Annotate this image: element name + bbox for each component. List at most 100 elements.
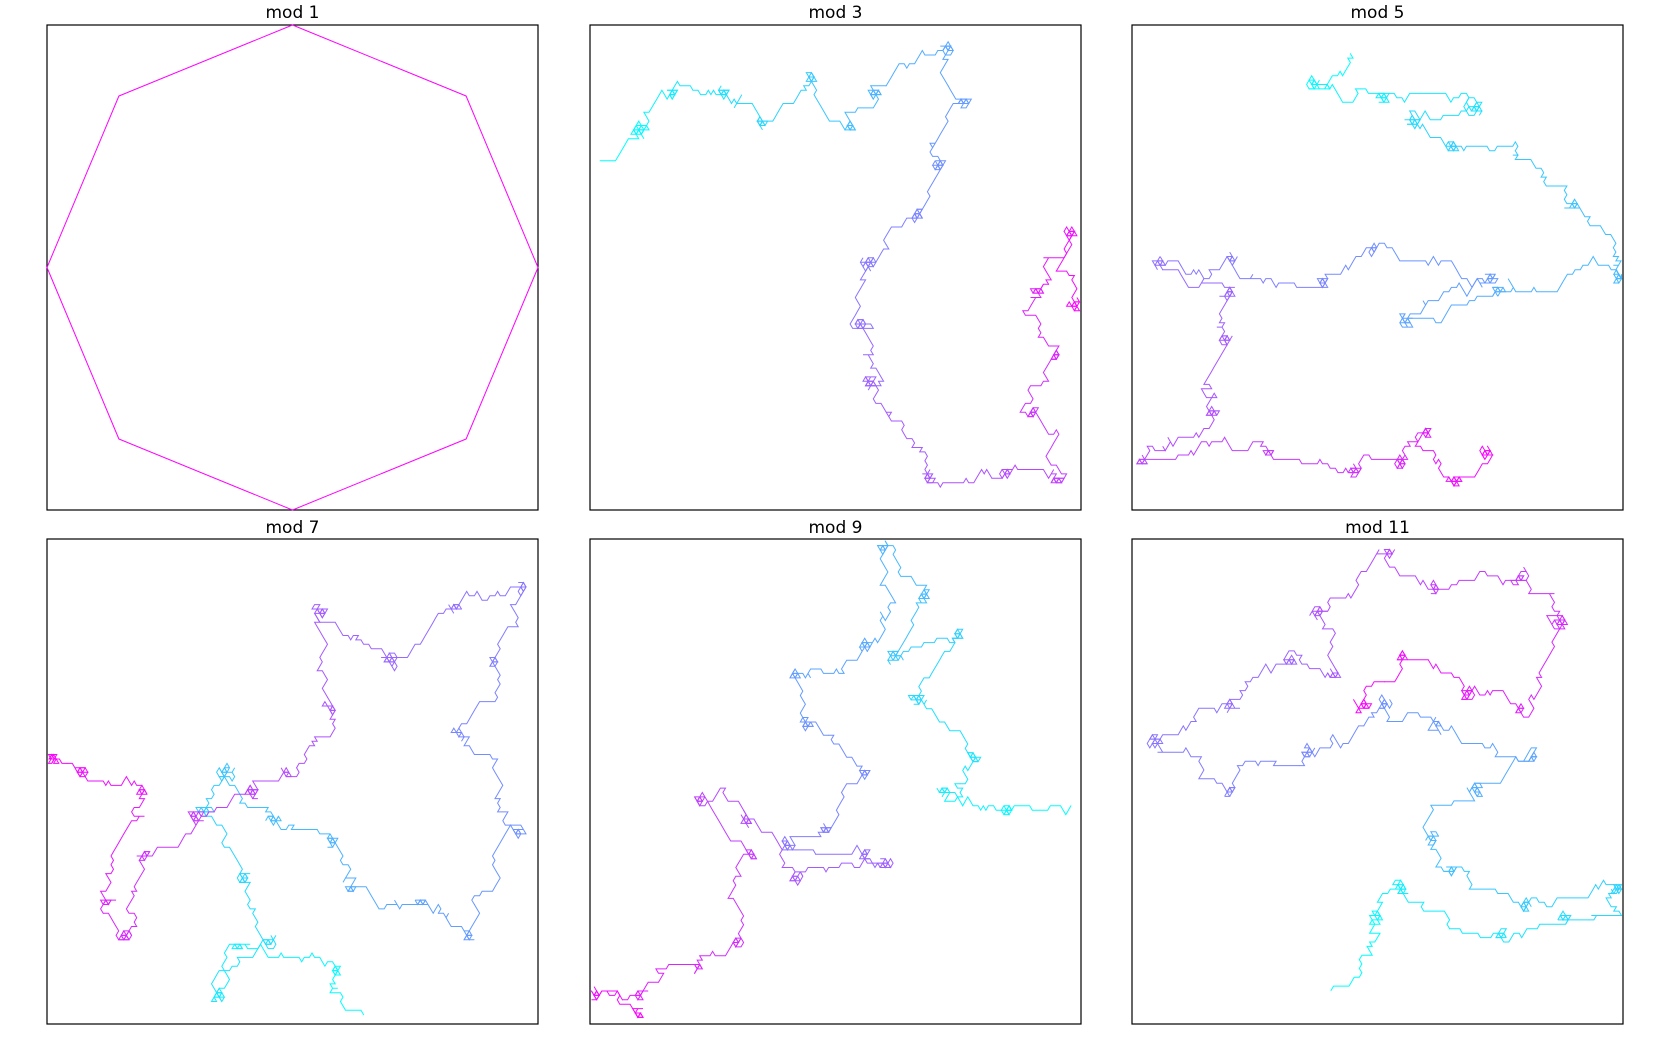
walk-segment xyxy=(1468,782,1484,797)
walk-segment xyxy=(1564,198,1581,209)
panel-mod-1: mod 1 xyxy=(46,3,539,511)
walk-segment xyxy=(1394,427,1430,470)
walk-segment xyxy=(869,85,887,100)
walk-path xyxy=(1136,53,1623,487)
walk-segment xyxy=(292,438,467,511)
panel-title: mod 9 xyxy=(809,518,863,538)
walk-segment xyxy=(858,637,871,652)
walk-segment xyxy=(877,544,889,582)
walk-segment xyxy=(463,904,481,941)
walk-segment xyxy=(415,899,442,915)
walk-segment xyxy=(128,780,148,796)
panel-mod-5: mod 5 xyxy=(1131,3,1624,511)
walk-segment xyxy=(802,721,830,736)
panel-mod-3: mod 3 xyxy=(589,3,1082,511)
walk-segment xyxy=(1282,650,1308,666)
walk-segment xyxy=(825,857,894,873)
walk-path xyxy=(591,540,1072,1019)
walk-path xyxy=(599,40,1081,489)
walk-segment xyxy=(1065,300,1081,312)
walk-segment xyxy=(939,45,955,87)
walk-segment xyxy=(239,943,339,976)
walk-segment xyxy=(632,103,655,136)
walk-segment xyxy=(1450,140,1519,152)
panel-title: mod 11 xyxy=(1345,518,1410,538)
walk-segment xyxy=(591,986,601,1001)
axes-frame xyxy=(589,538,1082,1025)
walk-segment xyxy=(1264,450,1339,474)
walk-segment xyxy=(1520,879,1620,913)
walk-segment xyxy=(1380,703,1442,735)
walk-segment xyxy=(1073,297,1081,307)
walk-segment xyxy=(1180,256,1235,280)
panel-title: mod 7 xyxy=(266,518,320,538)
panel-title: mod 5 xyxy=(1351,3,1405,23)
walk-path xyxy=(46,24,539,511)
walk-segment xyxy=(621,990,644,1001)
walk-segment xyxy=(326,837,352,883)
walk-segment xyxy=(929,98,964,171)
walk-segment xyxy=(198,785,259,817)
panel-title: mod 3 xyxy=(809,3,863,23)
axes-frame xyxy=(46,24,539,511)
walk-segment xyxy=(737,848,758,864)
panel-title: mod 1 xyxy=(266,3,320,23)
walk-segment xyxy=(102,912,133,941)
walk-segment xyxy=(849,256,872,329)
walk-segment xyxy=(781,858,804,887)
walk-path xyxy=(47,581,527,1016)
walk-segment xyxy=(1545,614,1566,630)
walk-segment xyxy=(1450,725,1538,762)
walk-segment xyxy=(118,24,293,97)
walk-segment xyxy=(1429,571,1486,595)
walk-segment xyxy=(957,98,973,105)
walk-segment xyxy=(1151,743,1236,793)
walk-segment xyxy=(265,815,318,830)
panel-mod-7: mod 7 xyxy=(46,518,539,1025)
walk-segment xyxy=(1218,334,1233,346)
walk-segment xyxy=(1167,409,1218,448)
walk-segment xyxy=(463,736,511,826)
walk-segment xyxy=(943,795,1013,816)
walk-segment xyxy=(1050,464,1068,484)
walk-segment xyxy=(489,656,499,668)
walk-segment xyxy=(1310,79,1362,103)
walk-segment xyxy=(854,318,867,330)
walk-segment xyxy=(1029,283,1050,295)
walk-segment xyxy=(1495,923,1541,943)
walk-segment xyxy=(1330,918,1381,991)
walk-segment xyxy=(1557,914,1590,925)
walk-segment xyxy=(220,762,272,813)
axes-frame xyxy=(46,538,539,1025)
walk-segment xyxy=(154,810,200,853)
walk-segment xyxy=(884,540,931,600)
walk-segment xyxy=(296,705,337,769)
walk-segment xyxy=(1492,286,1507,297)
walk-segment xyxy=(1383,548,1439,590)
walk-segment xyxy=(844,89,882,131)
walk-segment xyxy=(756,103,789,127)
walk-segment xyxy=(1407,110,1421,129)
walk-segment xyxy=(1319,277,1329,289)
axes-frame xyxy=(1131,24,1624,511)
walk-segment xyxy=(1397,883,1451,930)
walk-segment xyxy=(693,791,745,846)
walk-segment xyxy=(1561,255,1623,284)
walk-segment xyxy=(465,267,539,440)
walk-segment xyxy=(1298,742,1316,767)
walk-segment xyxy=(465,95,539,268)
axes-frame xyxy=(589,24,1082,511)
walk-segment xyxy=(1398,286,1458,328)
walk-segment xyxy=(1420,427,1432,438)
walk-segment xyxy=(99,873,112,906)
walk-segment xyxy=(1154,256,1167,271)
walk-segment xyxy=(791,646,871,679)
walk-segment xyxy=(1528,615,1569,705)
walk-segment xyxy=(1148,703,1228,749)
walk-segment xyxy=(203,811,249,883)
walk-segment xyxy=(887,650,904,661)
walk-segment xyxy=(781,840,817,855)
walk-segment xyxy=(931,159,947,179)
walk-segment xyxy=(655,964,703,983)
walk-segment xyxy=(924,468,993,489)
